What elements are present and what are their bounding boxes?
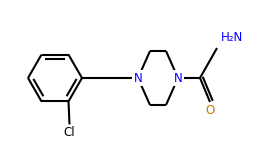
Text: O: O bbox=[205, 104, 215, 117]
Text: H₂N: H₂N bbox=[221, 31, 243, 44]
Text: N: N bbox=[134, 71, 142, 84]
Text: N: N bbox=[174, 71, 182, 84]
Text: Cl: Cl bbox=[64, 126, 75, 139]
